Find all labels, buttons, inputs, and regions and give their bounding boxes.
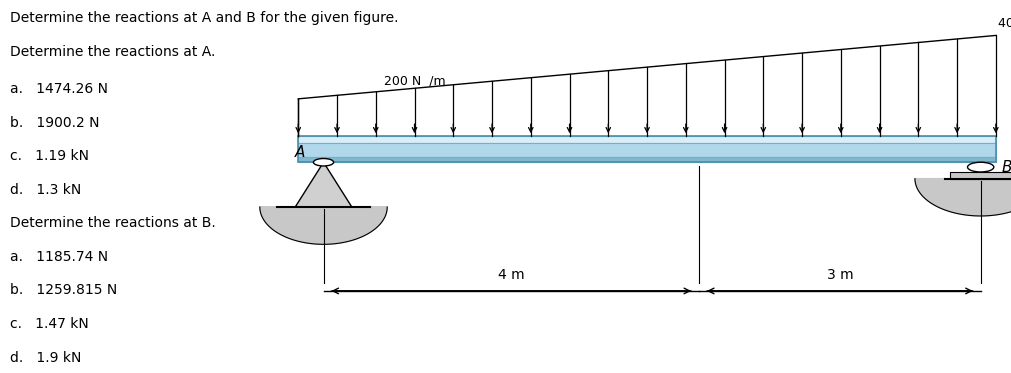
Text: 400 N  /m: 400 N /m [998, 17, 1011, 30]
Text: c.   1.47 kN: c. 1.47 kN [10, 317, 89, 331]
Text: 200 N  /m: 200 N /m [384, 75, 446, 88]
Polygon shape [298, 143, 996, 157]
Text: Determine the reactions at A.: Determine the reactions at A. [10, 45, 215, 59]
Text: b.   1259.815 N: b. 1259.815 N [10, 283, 117, 298]
Polygon shape [950, 172, 1011, 179]
Circle shape [968, 162, 994, 172]
Text: Determine the reactions at A and B for the given figure.: Determine the reactions at A and B for t… [10, 11, 398, 25]
Text: d.   1.9 kN: d. 1.9 kN [10, 351, 82, 365]
Text: A: A [295, 145, 305, 160]
Circle shape [313, 159, 334, 166]
Polygon shape [260, 207, 387, 244]
Text: B: B [1002, 160, 1011, 175]
Text: 4 m: 4 m [498, 267, 525, 282]
Text: b.   1900.2 N: b. 1900.2 N [10, 116, 100, 130]
Polygon shape [298, 157, 996, 162]
Text: Determine the reactions at B.: Determine the reactions at B. [10, 216, 216, 231]
Text: a.   1185.74 N: a. 1185.74 N [10, 250, 108, 264]
Text: d.   1.3 kN: d. 1.3 kN [10, 183, 81, 197]
Text: 3 m: 3 m [827, 267, 853, 282]
Polygon shape [298, 136, 996, 143]
Text: c.   1.19 kN: c. 1.19 kN [10, 149, 89, 163]
Text: a.   1474.26 N: a. 1474.26 N [10, 82, 108, 96]
Polygon shape [915, 179, 1011, 216]
Polygon shape [295, 162, 352, 207]
